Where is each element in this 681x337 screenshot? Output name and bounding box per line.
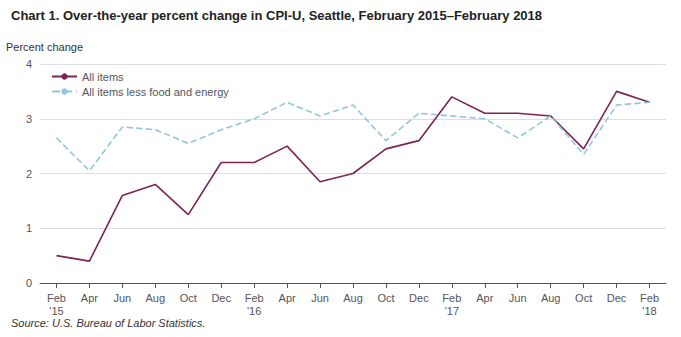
svg-text:Jun: Jun	[311, 292, 329, 304]
svg-text:Dec: Dec	[409, 292, 429, 304]
svg-text:'18: '18	[642, 305, 656, 317]
svg-text:Feb: Feb	[245, 292, 264, 304]
svg-text:Chart 1. Over-the-year percent: Chart 1. Over-the-year percent change in…	[11, 8, 542, 23]
svg-text:Apr: Apr	[81, 292, 98, 304]
svg-text:Feb: Feb	[442, 292, 461, 304]
svg-text:All items less food and energy: All items less food and energy	[82, 86, 229, 98]
svg-text:Oct: Oct	[575, 292, 592, 304]
svg-text:0: 0	[26, 277, 32, 289]
svg-text:3: 3	[26, 113, 32, 125]
svg-text:Source: U.S. Bureau of Labor S: Source: U.S. Bureau of Labor Statistics.	[11, 317, 205, 329]
svg-text:Percent change: Percent change	[6, 41, 83, 53]
svg-text:1: 1	[26, 222, 32, 234]
svg-text:Aug: Aug	[343, 292, 363, 304]
svg-text:Jun: Jun	[509, 292, 527, 304]
svg-text:'17: '17	[445, 305, 459, 317]
svg-text:Feb: Feb	[47, 292, 66, 304]
svg-text:Apr: Apr	[279, 292, 296, 304]
svg-text:2: 2	[26, 168, 32, 180]
svg-text:Aug: Aug	[541, 292, 561, 304]
svg-text:Apr: Apr	[476, 292, 493, 304]
svg-text:Oct: Oct	[180, 292, 197, 304]
svg-text:4: 4	[26, 58, 32, 70]
svg-text:Jun: Jun	[113, 292, 131, 304]
svg-text:All items: All items	[82, 71, 124, 83]
svg-text:Oct: Oct	[377, 292, 394, 304]
svg-text:'15: '15	[49, 305, 63, 317]
svg-text:Dec: Dec	[607, 292, 627, 304]
svg-text:Aug: Aug	[146, 292, 166, 304]
svg-text:'16: '16	[247, 305, 261, 317]
svg-text:Dec: Dec	[211, 292, 231, 304]
svg-text:Feb: Feb	[640, 292, 659, 304]
